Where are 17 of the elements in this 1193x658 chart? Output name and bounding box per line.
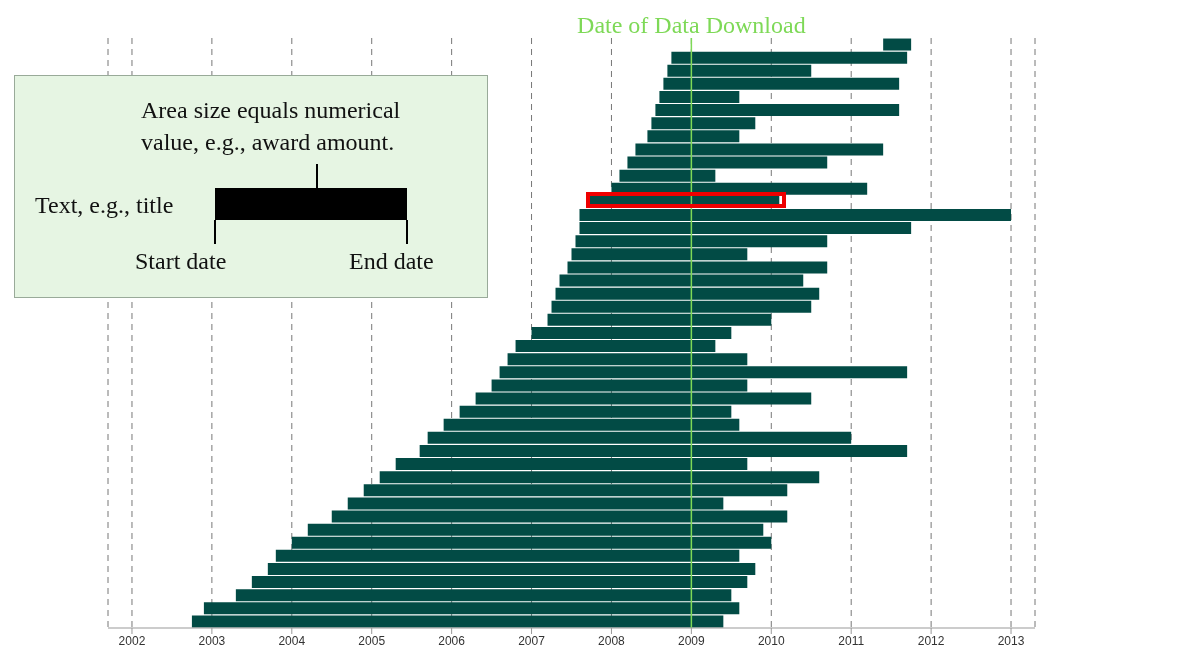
x-tick-label: 2013 [997,633,1025,648]
annotation: End date [349,248,434,275]
x-tick-label: 2005 [358,633,386,648]
x-tick-label: 2003 [198,633,226,648]
annotation: Area size equals numerical value, e.g., award amount. [141,96,402,157]
x-tick-label: 2010 [757,633,785,648]
x-tick-label: 2002 [118,633,146,648]
x-tick-label: 2008 [598,633,626,648]
x-tick-label: 2007 [518,633,546,648]
x-tick-label: 2012 [917,633,945,648]
x-tick-label: 2004 [278,633,306,648]
x-tick-label: 2011 [838,633,865,648]
annotation: Start date [135,248,227,275]
x-tick-label: 2006 [438,633,466,648]
ref-line-label: Date of Data Download [577,12,806,38]
annotation: Text, e.g., title [35,192,174,219]
x-tick-label: 2009 [678,633,706,648]
